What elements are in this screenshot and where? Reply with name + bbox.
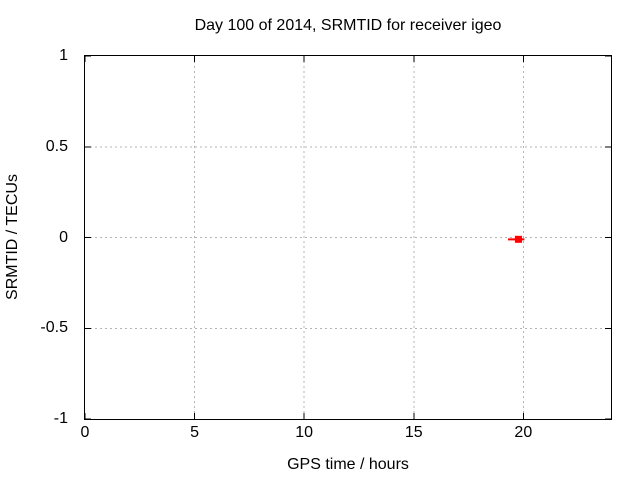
y-tick-label: 1 (59, 47, 68, 64)
x-tick-label: 10 (295, 424, 314, 441)
y-tick-label: 0.5 (45, 137, 68, 155)
x-tick-label: 5 (190, 424, 200, 441)
x-tick-label: 20 (514, 424, 533, 441)
plot-area (84, 55, 612, 420)
x-tick-label: 15 (404, 424, 423, 441)
x-axis-label: GPS time / hours (287, 456, 409, 473)
y-tick-label: -0.5 (40, 319, 68, 337)
chart-title: Day 100 of 2014, SRMTID for receiver ige… (194, 17, 502, 34)
plot-svg (85, 56, 611, 419)
series-point (515, 235, 523, 243)
y-tick-label: 0 (59, 228, 68, 246)
y-tick-label: -1 (53, 410, 68, 427)
x-tick-label: 0 (80, 424, 90, 441)
